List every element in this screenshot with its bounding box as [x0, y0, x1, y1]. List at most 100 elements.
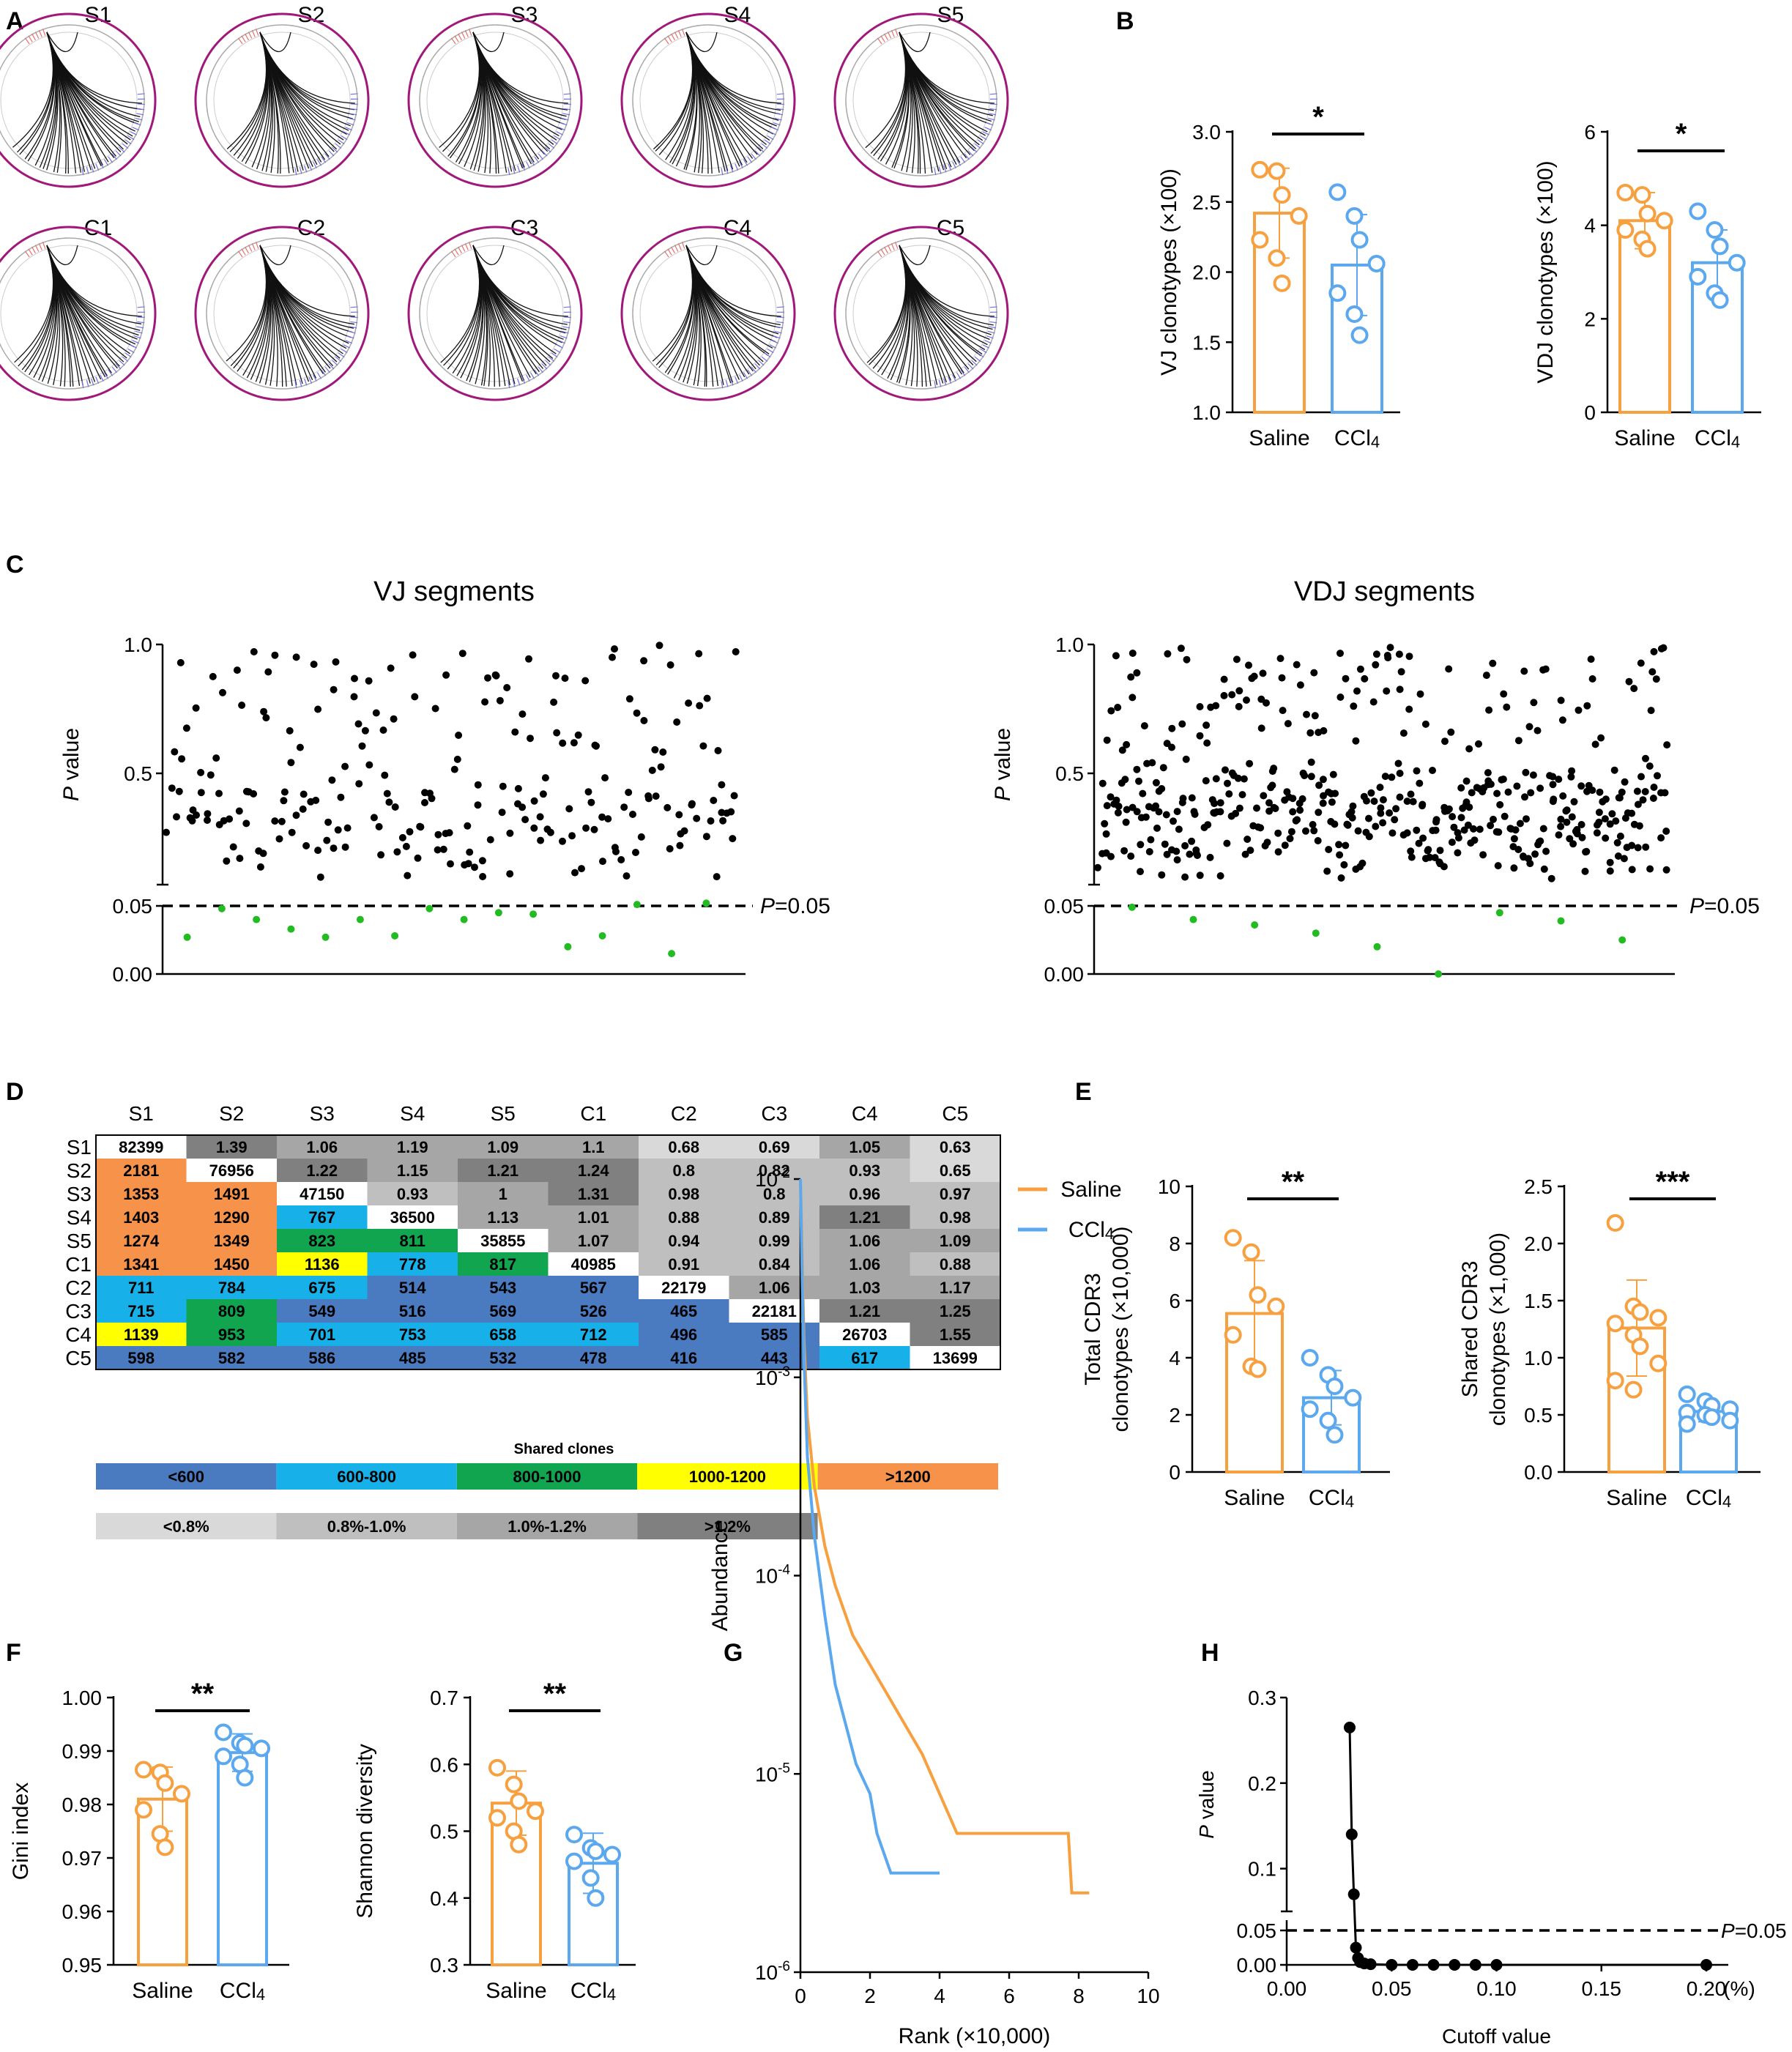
scatter-point: [1526, 860, 1534, 868]
circos-segment-tick: [554, 135, 561, 141]
circos-link: [472, 31, 505, 53]
scatter-point: [324, 818, 332, 826]
data-point: [1655, 212, 1673, 230]
x-tick-label: 0.00: [1267, 1977, 1307, 2000]
table-cell-value: 701: [308, 1326, 335, 1344]
table-cell: [639, 1205, 729, 1229]
y-tick-label: 2.0: [1192, 261, 1221, 284]
circos-track-ring: [426, 31, 564, 169]
scatter-point: [1102, 830, 1110, 838]
scatter-point: [1246, 759, 1254, 767]
scatter-point: [1188, 837, 1196, 845]
circos-track-ring: [426, 245, 564, 382]
table-cell-value: 76956: [209, 1161, 254, 1180]
scatter-point: [229, 843, 237, 851]
scatter-point: [1153, 824, 1161, 832]
significant-point: [564, 943, 572, 951]
data-point: [527, 1802, 544, 1821]
data-point: [1678, 1415, 1696, 1433]
scatter-point: [1621, 778, 1629, 786]
scatter-point: [666, 661, 674, 669]
panel-e-total-cdr3-chart: 0 2 4 6 8 10 Total CDR3 clonotypes (×10,000) Sal…: [1081, 1166, 1390, 1511]
circos-segment-tick: [349, 113, 357, 116]
circos-plot-s5: S5: [833, 3, 1009, 188]
circos-segment-tick: [894, 242, 899, 249]
data-point: [1386, 1959, 1398, 1971]
scatter-point: [1122, 818, 1130, 826]
table-cell-value: 0.88: [940, 1255, 971, 1274]
scatter-point: [1181, 841, 1189, 850]
table-cell-value: 35855: [480, 1232, 525, 1250]
data-point: [1490, 1959, 1503, 1971]
circos-link: [259, 245, 291, 266]
circos-segment-tick: [747, 369, 753, 376]
panel-f-shannon-diversity-chart: 0.3 0.4 0.5 0.6 0.7 Shannon diversity Saline CC…: [353, 1678, 636, 2004]
scatter-point: [1350, 702, 1358, 710]
legend-label: <600: [168, 1468, 204, 1486]
circos-segment-tick: [313, 374, 317, 382]
table-cell-value: 1139: [124, 1326, 159, 1344]
panel-h-label: H: [1201, 1639, 1219, 1667]
circos-inner-ring: [419, 237, 571, 390]
table-cell: [729, 1229, 819, 1252]
data-point: [1606, 1315, 1624, 1333]
table-cell-value: 47150: [300, 1185, 344, 1203]
scatter-point: [578, 865, 585, 873]
table-cell: [548, 1299, 639, 1323]
scatter-point: [1309, 821, 1317, 828]
table-cell-value: 465: [670, 1302, 697, 1320]
scatter-point: [1107, 707, 1115, 715]
scatter-point: [1628, 866, 1636, 874]
circos-segment-tick: [982, 344, 989, 349]
scatter-point: [1468, 789, 1476, 797]
scatter-point: [1639, 796, 1647, 804]
scatter-point: [1246, 847, 1254, 855]
column-header: C1: [580, 1102, 606, 1125]
scatter-point: [1352, 737, 1360, 745]
scatter-point: [1121, 776, 1129, 784]
scatter-point: [587, 798, 595, 806]
scatter-point: [1555, 831, 1563, 839]
circos-segment-tick: [350, 306, 358, 308]
scatter-point: [479, 873, 487, 880]
scatter-point: [280, 797, 288, 805]
y-tick-label: 2: [1584, 308, 1596, 330]
scatter-point: [1419, 834, 1427, 842]
scatter-point: [1549, 773, 1557, 781]
scatter-point: [1287, 828, 1295, 836]
panel-h-cutoff-pvalue-chart: 0.00 0.05 0.1 0.2 0.3 0.00 0.05 0.10 0.15 0.20(%)…: [1195, 1687, 1787, 2048]
significant-point: [702, 899, 710, 907]
significant-point: [183, 933, 191, 941]
panel-b-vdj-clonotypes-chart: 0 2 4 6 VDJ clonotypes (×100) Saline CCl4 *: [1533, 118, 1761, 451]
circos-segment-tick: [517, 378, 521, 386]
scatter-point: [1614, 852, 1622, 860]
table-cell: [458, 1205, 549, 1229]
scatter-point: [1314, 837, 1322, 844]
circos-segment-tick: [667, 35, 672, 42]
scatter-point: [406, 828, 414, 836]
scatter-point: [299, 805, 307, 813]
circos-segment-tick: [952, 374, 956, 382]
scatter-point: [1220, 675, 1228, 683]
scatter-point: [1265, 799, 1273, 807]
scatter-point: [1328, 798, 1336, 806]
table-cell-value: 0.69: [759, 1138, 790, 1156]
scatter-point: [207, 771, 215, 779]
circos-segment-tick: [559, 122, 568, 126]
circos-segment-tick: [119, 146, 125, 153]
scatter-point: [1663, 741, 1671, 749]
scatter-point: [622, 872, 631, 880]
x-tick-label: 10: [1137, 1985, 1159, 2007]
scatter-point: [178, 755, 186, 763]
scatter-point: [1542, 665, 1550, 673]
scatter-point: [1399, 729, 1408, 737]
significant-point: [460, 915, 468, 923]
table-cell-value: 712: [580, 1326, 607, 1344]
significant-point: [1435, 970, 1443, 978]
x-category-label: Saline: [486, 1979, 546, 2003]
scatter-point: [316, 873, 324, 881]
table-cell: [639, 1323, 729, 1346]
table-cell-value: 549: [308, 1302, 335, 1320]
table-cell: [96, 1182, 187, 1205]
table-cell-value: 22179: [661, 1279, 706, 1297]
